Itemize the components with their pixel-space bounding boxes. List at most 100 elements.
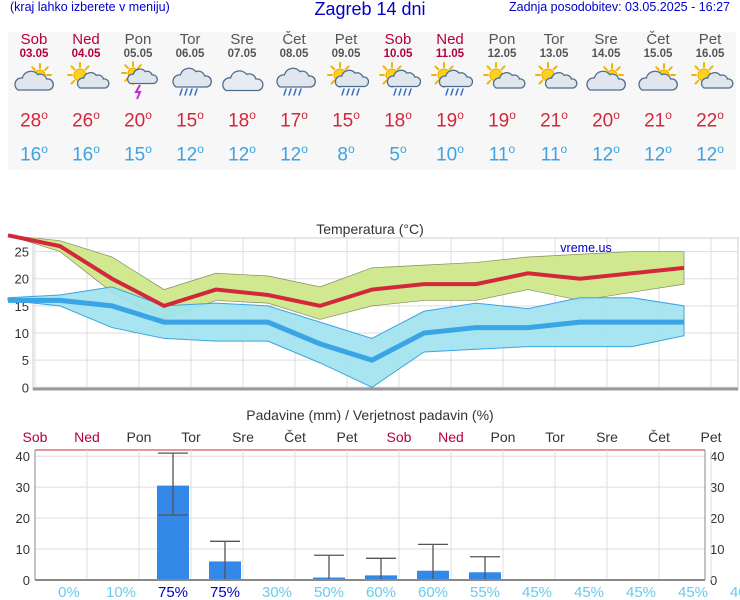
max-temperature: 15o bbox=[176, 108, 204, 132]
sun-rain-icon bbox=[379, 62, 422, 96]
day-date: 14.05 bbox=[591, 48, 621, 60]
watermark: vreme.us bbox=[560, 241, 611, 255]
day-date: 10.05 bbox=[383, 48, 413, 60]
min-temperature: 11o bbox=[488, 142, 516, 166]
day-name: Ned bbox=[72, 31, 100, 48]
sun-cloud-icon bbox=[483, 62, 526, 89]
max-temperature: 22o bbox=[696, 108, 724, 132]
header-left-note: (kraj lahko izberete v meniju) bbox=[10, 0, 170, 14]
day-name: Sre bbox=[230, 31, 254, 48]
rain-icon bbox=[276, 67, 316, 96]
sun-cloud-icon bbox=[67, 62, 110, 89]
precipitation-probability: 60% bbox=[418, 584, 448, 600]
x-tick-label: Pon bbox=[127, 429, 152, 445]
precipitation-probability: 45% bbox=[626, 584, 656, 600]
min-temperature: 12o bbox=[696, 142, 724, 166]
precipitation-probability: 45% bbox=[678, 584, 708, 600]
precipitation-probability: 45% bbox=[522, 584, 552, 600]
day-date: 08.05 bbox=[279, 48, 309, 60]
day-name: Sob bbox=[20, 31, 48, 48]
max-temperature: 21o bbox=[644, 108, 672, 132]
day-name: Pet bbox=[698, 31, 722, 48]
y-tick-label-right: 10 bbox=[710, 542, 724, 557]
x-tick-label: Čet bbox=[284, 429, 306, 445]
y-tick-label-right: 40 bbox=[710, 449, 724, 464]
min-temperature: 12o bbox=[176, 142, 204, 166]
partly-cloudy-icon bbox=[586, 63, 626, 91]
day-column: Sob 10.05 18o 5o bbox=[372, 32, 424, 170]
weather-icon bbox=[60, 61, 112, 101]
day-column: Sob 03.05 28o 16o bbox=[8, 32, 60, 170]
partly-cloudy-icon bbox=[14, 63, 54, 91]
y-tick-label: 10 bbox=[16, 542, 30, 557]
max-temperature: 20o bbox=[124, 108, 152, 132]
weather-icon bbox=[632, 61, 684, 101]
day-date: 03.05 bbox=[19, 48, 49, 60]
x-tick-label: Pon bbox=[491, 429, 516, 445]
sun-rain-icon bbox=[327, 62, 370, 96]
day-name: Sre bbox=[594, 31, 618, 48]
precipitation-probability: 60% bbox=[366, 584, 396, 600]
weather-icon bbox=[320, 61, 372, 101]
day-name: Pon bbox=[488, 31, 516, 48]
min-temperature: 12o bbox=[280, 142, 308, 166]
y-tick-label: 5 bbox=[22, 353, 29, 368]
weather-icon bbox=[268, 61, 320, 101]
y-tick-label: 20 bbox=[15, 272, 29, 287]
day-column: Tor 13.05 21o 11o bbox=[528, 32, 580, 170]
precipitation-probability: 0% bbox=[58, 584, 80, 600]
sun-cloud-icon bbox=[691, 62, 734, 89]
precipitation-probability: 10% bbox=[106, 584, 136, 600]
day-column: Pon 12.05 19o 11o bbox=[476, 32, 528, 170]
day-date: 11.05 bbox=[435, 48, 465, 60]
min-temperature: 5o bbox=[389, 142, 407, 166]
plot-area bbox=[35, 450, 705, 580]
weather-icon bbox=[216, 61, 268, 101]
x-tick-label: Sob bbox=[387, 429, 412, 445]
max-temperature-line bbox=[7, 233, 685, 309]
sun-cloud-icon bbox=[535, 62, 578, 89]
precipitation-probability: 40% bbox=[730, 584, 740, 600]
x-tick-label: Pet bbox=[336, 429, 357, 445]
daily-forecast-strip: Sob 03.05 28o 16o Ned 04.05 26o 16o Pon 05.05 20o 1… bbox=[8, 32, 736, 170]
precipitation-probability: 50% bbox=[314, 584, 344, 600]
precipitation-probability: 75% bbox=[158, 584, 188, 600]
min-temperature: 16o bbox=[72, 142, 100, 166]
x-tick-label: Tor bbox=[181, 429, 201, 445]
max-temperature: 19o bbox=[436, 108, 464, 132]
day-name: Sob bbox=[384, 31, 412, 48]
day-name: Pet bbox=[334, 31, 358, 48]
min-temperature: 16o bbox=[20, 142, 48, 166]
y-tick-label: 30 bbox=[16, 480, 30, 495]
x-tick-label: Sob bbox=[23, 429, 48, 445]
thunderstorm-icon bbox=[121, 61, 158, 100]
weather-icon bbox=[164, 61, 216, 101]
y-tick-label: 0 bbox=[23, 573, 30, 588]
x-tick-label: Čet bbox=[648, 429, 670, 445]
last-updated: Zadnja posodobitev: 03.05.2025 - 16:27 bbox=[508, 0, 730, 14]
x-tick-label: Ned bbox=[438, 429, 464, 445]
day-date: 13.05 bbox=[539, 48, 569, 60]
x-tick-label: Pet bbox=[700, 429, 721, 445]
min-temperature: 12o bbox=[228, 142, 256, 166]
day-column: Čet 15.05 21o 12o bbox=[632, 32, 684, 170]
min-temperature: 12o bbox=[592, 142, 620, 166]
day-date: 07.05 bbox=[227, 48, 257, 60]
weather-icon bbox=[424, 61, 476, 101]
x-tick-label: Sre bbox=[232, 429, 254, 445]
min-temperature-line bbox=[8, 297, 684, 363]
day-column: Pet 09.05 15o 8o bbox=[320, 32, 372, 170]
min-range-band bbox=[7, 286, 685, 388]
weather-icon bbox=[8, 61, 60, 101]
min-temperature: 10o bbox=[436, 142, 464, 166]
x-tick-label: Ned bbox=[74, 429, 100, 445]
rain-icon bbox=[172, 67, 212, 96]
day-column: Pon 05.05 20o 15o bbox=[112, 32, 164, 170]
day-column: Ned 04.05 26o 16o bbox=[60, 32, 112, 170]
precipitation-probability: 30% bbox=[262, 584, 292, 600]
y-tick-label: 40 bbox=[16, 449, 30, 464]
min-temperature: 15o bbox=[124, 142, 152, 166]
day-name: Čet bbox=[646, 31, 670, 48]
x-tick-label: Sre bbox=[596, 429, 618, 445]
